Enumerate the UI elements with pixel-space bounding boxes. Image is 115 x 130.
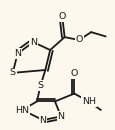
Text: HN: HN bbox=[15, 106, 29, 115]
Text: S: S bbox=[10, 68, 16, 77]
Text: N: N bbox=[14, 49, 21, 58]
Text: N: N bbox=[30, 38, 36, 47]
Text: O: O bbox=[70, 69, 77, 78]
Text: O: O bbox=[75, 35, 82, 44]
Text: N: N bbox=[57, 112, 64, 121]
Text: N: N bbox=[39, 116, 46, 125]
Text: NH: NH bbox=[81, 97, 95, 106]
Text: S: S bbox=[37, 81, 43, 90]
Text: O: O bbox=[58, 12, 65, 21]
